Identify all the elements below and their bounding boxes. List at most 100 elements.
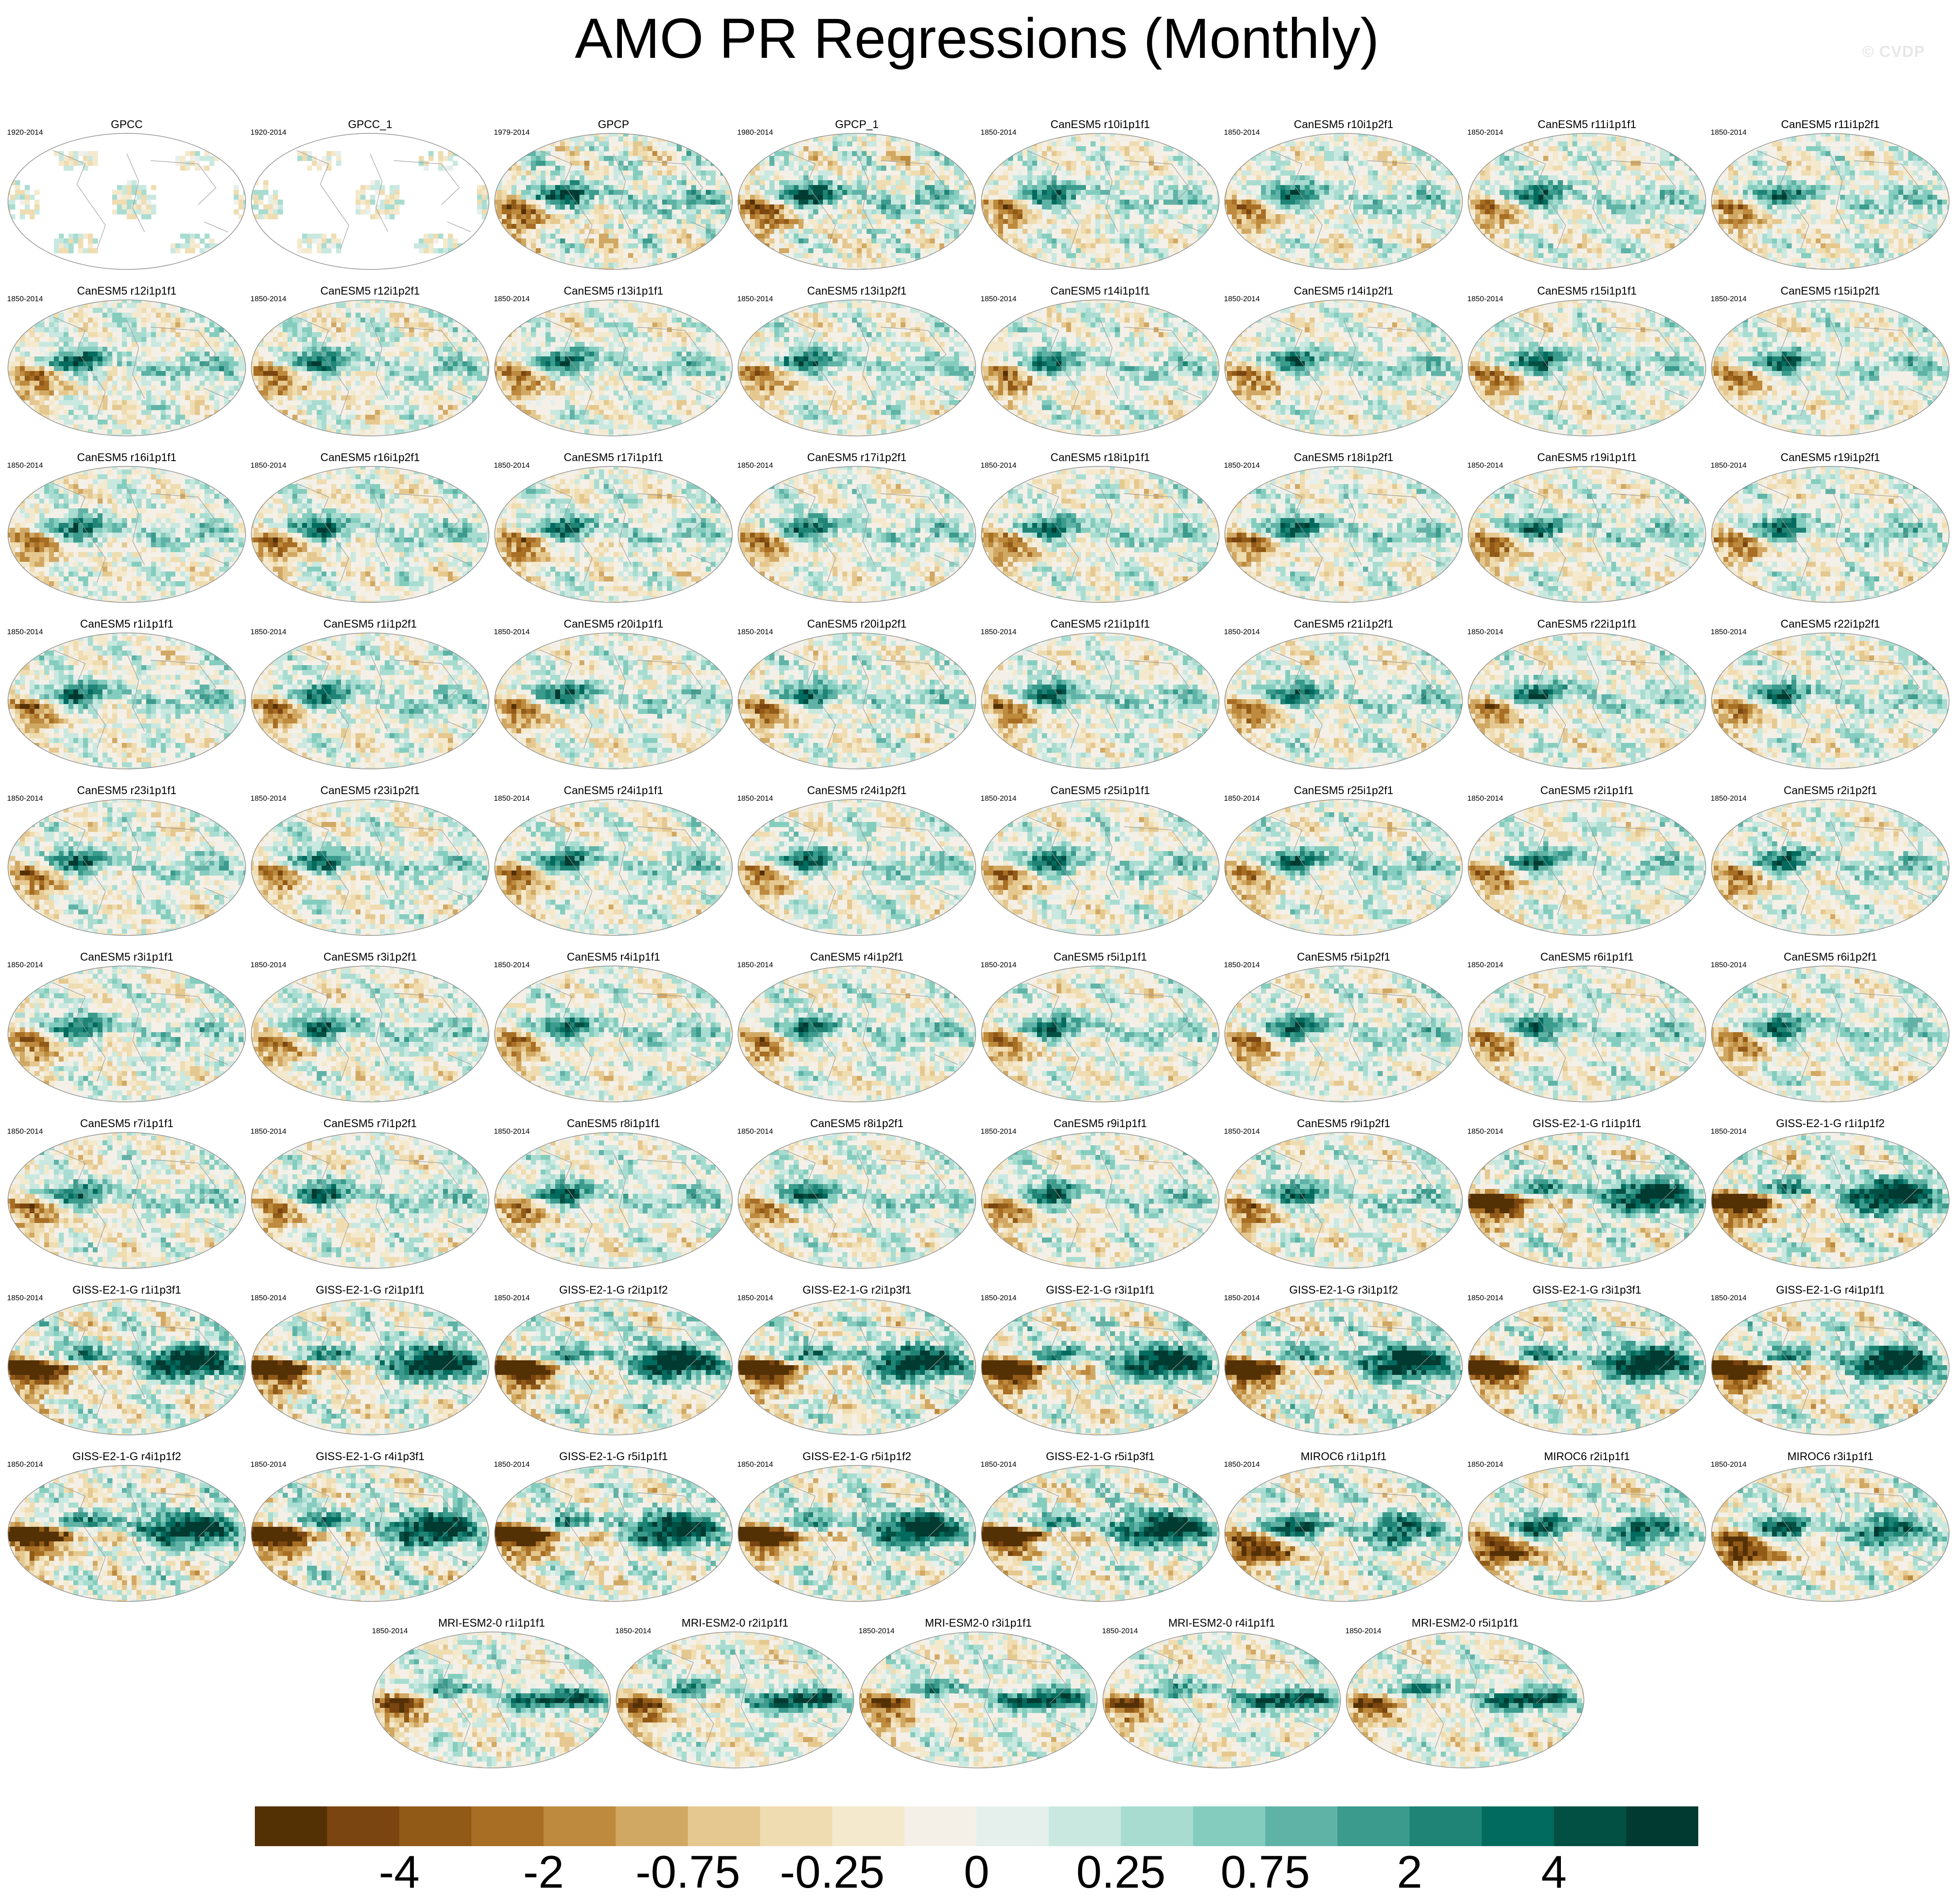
map-cell (1392, 156, 1397, 161)
map-cell (117, 200, 122, 205)
map-cell (910, 234, 916, 239)
map-cell (1616, 224, 1621, 229)
map-cell (1013, 229, 1018, 234)
map-cell (682, 209, 687, 215)
map-cell (1514, 190, 1519, 195)
map-cell (833, 243, 838, 249)
map-cell (944, 161, 950, 166)
map-cell (833, 175, 838, 181)
map-cell (1368, 141, 1373, 147)
map-cell (1266, 214, 1271, 220)
map-cell (823, 190, 828, 195)
map-cell (1329, 238, 1334, 244)
map-cell (1256, 170, 1261, 176)
map-cell (1577, 195, 1583, 200)
map-cell (1373, 195, 1378, 200)
map-cell (1154, 166, 1159, 171)
map-cell (93, 161, 98, 166)
map-cell (1314, 180, 1320, 185)
map-cell (1563, 263, 1568, 268)
map-cell (1310, 180, 1315, 185)
map-cell (1636, 209, 1641, 215)
map-cell (696, 200, 701, 205)
map-cell (507, 180, 512, 185)
map-cell (652, 214, 658, 220)
map-cell (78, 234, 83, 239)
map-cell (536, 224, 541, 229)
map-cell (1129, 243, 1135, 249)
map-cell (623, 204, 629, 210)
map-cell (604, 185, 609, 190)
map-cell (1850, 170, 1855, 176)
map-cell (881, 238, 886, 244)
map-cell (1027, 175, 1033, 181)
map-cell (1796, 180, 1802, 185)
map-cell (1295, 209, 1300, 215)
map-cell (1314, 195, 1320, 200)
map-cell (1529, 214, 1534, 220)
map-cell (833, 204, 838, 210)
map-cell (1329, 136, 1334, 142)
map-cell (740, 190, 746, 195)
map-cell (1173, 229, 1178, 234)
map-cell (584, 161, 590, 166)
map-cell (1295, 258, 1300, 263)
map-cell (813, 180, 818, 185)
map-cell (1572, 258, 1578, 263)
map-cell (507, 209, 512, 215)
map-cell (1616, 204, 1621, 210)
map-cell (1027, 209, 1033, 215)
map-cell (1052, 204, 1057, 210)
map-cell (326, 243, 332, 249)
map-cell (1791, 185, 1797, 190)
map-cell (1022, 151, 1028, 156)
map-cell (696, 209, 701, 215)
map-cell (1660, 204, 1665, 210)
map-cell (1095, 170, 1101, 176)
map-cell (818, 161, 823, 166)
map-cell (1665, 224, 1670, 229)
map-cell (852, 258, 857, 263)
map-cell (1339, 175, 1344, 181)
map-cell (1120, 209, 1125, 215)
map-cell (1436, 209, 1441, 215)
map-cell (886, 141, 891, 147)
map-cell (575, 185, 580, 190)
map-cell (531, 219, 536, 224)
map-cell (1864, 156, 1870, 161)
map-cell (842, 229, 848, 234)
map-cell (1310, 170, 1315, 176)
map-cell (745, 200, 750, 205)
map-cell (516, 224, 522, 229)
map-cell (1319, 141, 1325, 147)
map-cell (1670, 209, 1675, 215)
map-cell (1368, 180, 1373, 185)
map-cell (1125, 166, 1130, 171)
map-cell (1397, 243, 1402, 249)
map-cell (1027, 185, 1033, 190)
map-cell (1431, 166, 1436, 171)
map-cell (1937, 185, 1943, 190)
map-cell (789, 238, 794, 244)
map-cell (550, 146, 556, 151)
map-cell (1509, 214, 1515, 220)
map-cell (1874, 180, 1879, 185)
map-cell (993, 180, 999, 185)
map-cell (1529, 248, 1534, 254)
map-cell (886, 204, 891, 210)
map-cell (672, 166, 677, 171)
map-cell (521, 190, 526, 195)
map-cell (1363, 229, 1368, 234)
map-cell (1382, 204, 1388, 210)
map-cell (599, 190, 604, 195)
map-cell (789, 200, 794, 205)
map-cell (1636, 190, 1641, 195)
map-cell (794, 190, 799, 195)
map-cell (691, 200, 697, 205)
map-panel: GPCP_1 1980-2014 (735, 118, 978, 284)
map-cell (1091, 243, 1096, 249)
map-cell (949, 170, 954, 176)
map-cell (565, 204, 570, 210)
map-cell (1650, 224, 1655, 229)
map-cell (1514, 170, 1519, 176)
